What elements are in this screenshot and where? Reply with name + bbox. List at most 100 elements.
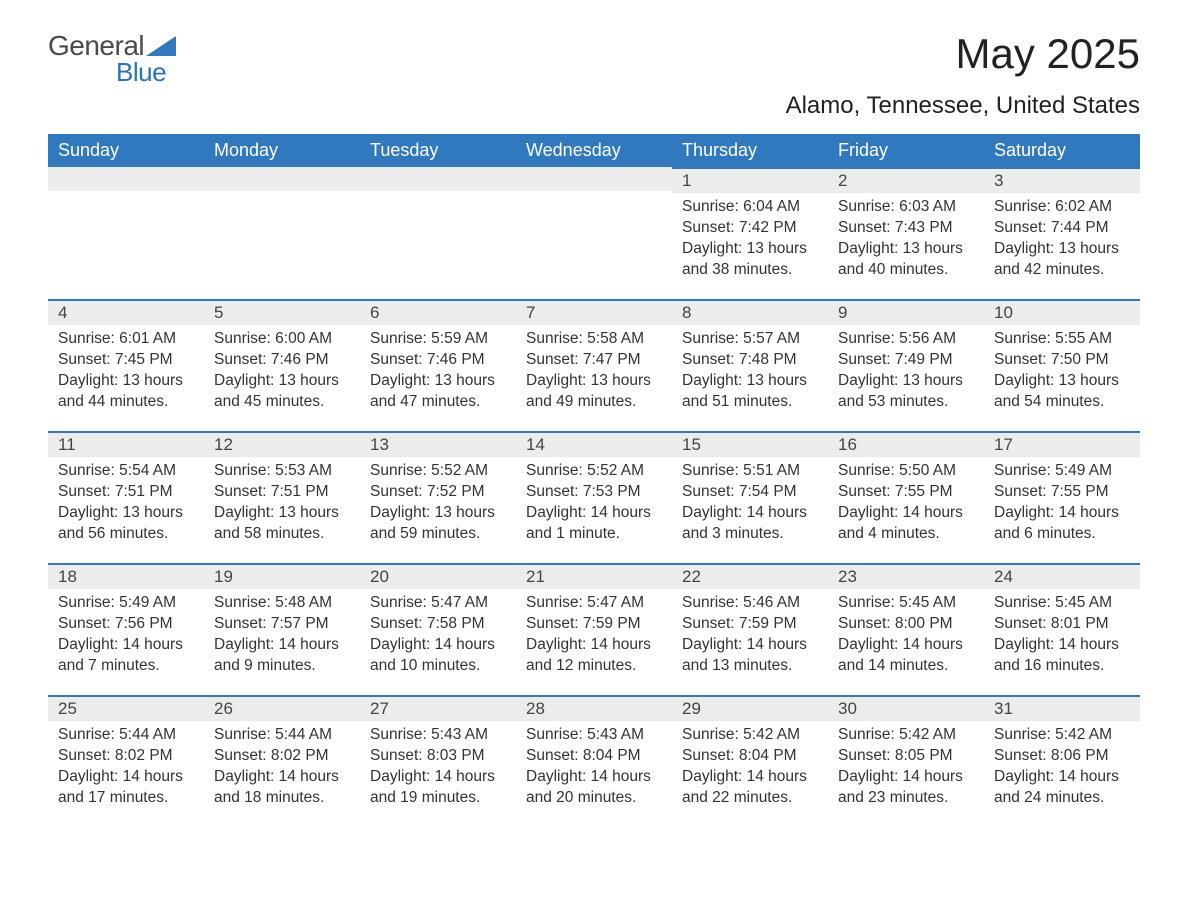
calendar-day-cell (516, 167, 672, 299)
day-detail-line: Sunset: 8:02 PM (58, 746, 194, 767)
day-detail-line: Daylight: 14 hours (370, 767, 506, 788)
calendar-day-cell: 21Sunrise: 5:47 AMSunset: 7:59 PMDayligh… (516, 563, 672, 695)
day-detail-line: Sunrise: 5:44 AM (58, 725, 194, 746)
day-detail-line: Sunset: 7:46 PM (214, 350, 350, 371)
day-detail-line: Sunset: 8:04 PM (682, 746, 818, 767)
day-detail-line: Daylight: 14 hours (526, 635, 662, 656)
calendar-week-row: 11Sunrise: 5:54 AMSunset: 7:51 PMDayligh… (48, 431, 1140, 563)
day-detail-line: Sunrise: 6:04 AM (682, 197, 818, 218)
weekday-header: Wednesday (516, 134, 672, 167)
day-details: Sunrise: 5:42 AMSunset: 8:05 PMDaylight:… (828, 721, 984, 813)
day-number: 16 (828, 431, 984, 457)
day-detail-line: Daylight: 14 hours (682, 635, 818, 656)
calendar-day-cell: 29Sunrise: 5:42 AMSunset: 8:04 PMDayligh… (672, 695, 828, 827)
day-detail-line: Sunrise: 5:54 AM (58, 461, 194, 482)
day-details: Sunrise: 5:53 AMSunset: 7:51 PMDaylight:… (204, 457, 360, 549)
day-detail-line: Daylight: 13 hours (214, 503, 350, 524)
day-details: Sunrise: 6:04 AMSunset: 7:42 PMDaylight:… (672, 193, 828, 285)
day-detail-line: Sunrise: 5:49 AM (994, 461, 1130, 482)
calendar-day-cell: 10Sunrise: 5:55 AMSunset: 7:50 PMDayligh… (984, 299, 1140, 431)
day-details: Sunrise: 6:02 AMSunset: 7:44 PMDaylight:… (984, 193, 1140, 285)
day-detail-line: Sunset: 7:57 PM (214, 614, 350, 635)
day-number: 18 (48, 563, 204, 589)
day-detail-line: Daylight: 14 hours (994, 503, 1130, 524)
day-detail-line: Sunset: 7:46 PM (370, 350, 506, 371)
day-details: Sunrise: 5:44 AMSunset: 8:02 PMDaylight:… (48, 721, 204, 813)
calendar-day-cell: 12Sunrise: 5:53 AMSunset: 7:51 PMDayligh… (204, 431, 360, 563)
day-details: Sunrise: 6:03 AMSunset: 7:43 PMDaylight:… (828, 193, 984, 285)
day-detail-line: Sunrise: 5:49 AM (58, 593, 194, 614)
day-detail-line: and 7 minutes. (58, 656, 194, 677)
empty-day-bar (204, 167, 360, 191)
day-detail-line: Sunrise: 5:42 AM (838, 725, 974, 746)
day-number: 31 (984, 695, 1140, 721)
day-detail-line: and 22 minutes. (682, 788, 818, 809)
day-detail-line: and 59 minutes. (370, 524, 506, 545)
day-detail-line: and 1 minute. (526, 524, 662, 545)
day-detail-line: Daylight: 14 hours (214, 635, 350, 656)
day-detail-line: and 10 minutes. (370, 656, 506, 677)
calendar-day-cell: 1Sunrise: 6:04 AMSunset: 7:42 PMDaylight… (672, 167, 828, 299)
weekday-header: Friday (828, 134, 984, 167)
calendar-day-cell: 22Sunrise: 5:46 AMSunset: 7:59 PMDayligh… (672, 563, 828, 695)
day-number: 21 (516, 563, 672, 589)
day-detail-line: Daylight: 13 hours (838, 239, 974, 260)
calendar-day-cell: 13Sunrise: 5:52 AMSunset: 7:52 PMDayligh… (360, 431, 516, 563)
day-number: 6 (360, 299, 516, 325)
day-detail-line: Sunrise: 5:46 AM (682, 593, 818, 614)
day-detail-line: Daylight: 13 hours (214, 371, 350, 392)
day-detail-line: Daylight: 14 hours (58, 767, 194, 788)
calendar-day-cell: 25Sunrise: 5:44 AMSunset: 8:02 PMDayligh… (48, 695, 204, 827)
day-number: 28 (516, 695, 672, 721)
calendar-day-cell: 28Sunrise: 5:43 AMSunset: 8:04 PMDayligh… (516, 695, 672, 827)
day-details: Sunrise: 5:48 AMSunset: 7:57 PMDaylight:… (204, 589, 360, 681)
calendar-day-cell: 6Sunrise: 5:59 AMSunset: 7:46 PMDaylight… (360, 299, 516, 431)
day-detail-line: and 56 minutes. (58, 524, 194, 545)
day-details: Sunrise: 5:54 AMSunset: 7:51 PMDaylight:… (48, 457, 204, 549)
calendar-day-cell: 31Sunrise: 5:42 AMSunset: 8:06 PMDayligh… (984, 695, 1140, 827)
day-number: 13 (360, 431, 516, 457)
calendar-day-cell: 4Sunrise: 6:01 AMSunset: 7:45 PMDaylight… (48, 299, 204, 431)
calendar-day-cell: 3Sunrise: 6:02 AMSunset: 7:44 PMDaylight… (984, 167, 1140, 299)
day-detail-line: Sunset: 7:45 PM (58, 350, 194, 371)
day-number: 10 (984, 299, 1140, 325)
calendar-table: Sunday Monday Tuesday Wednesday Thursday… (48, 134, 1140, 827)
day-detail-line: Sunset: 7:52 PM (370, 482, 506, 503)
day-detail-line: and 19 minutes. (370, 788, 506, 809)
day-detail-line: and 54 minutes. (994, 392, 1130, 413)
day-detail-line: Sunrise: 5:43 AM (370, 725, 506, 746)
day-number: 14 (516, 431, 672, 457)
day-detail-line: Sunset: 7:44 PM (994, 218, 1130, 239)
day-detail-line: Daylight: 13 hours (994, 239, 1130, 260)
calendar-week-row: 25Sunrise: 5:44 AMSunset: 8:02 PMDayligh… (48, 695, 1140, 827)
day-detail-line: Sunset: 7:56 PM (58, 614, 194, 635)
calendar-day-cell: 11Sunrise: 5:54 AMSunset: 7:51 PMDayligh… (48, 431, 204, 563)
day-detail-line: Sunrise: 5:50 AM (838, 461, 974, 482)
day-detail-line: Sunset: 7:59 PM (682, 614, 818, 635)
day-detail-line: and 20 minutes. (526, 788, 662, 809)
day-detail-line: Sunrise: 5:52 AM (370, 461, 506, 482)
day-detail-line: Sunrise: 5:55 AM (994, 329, 1130, 350)
day-details: Sunrise: 5:58 AMSunset: 7:47 PMDaylight:… (516, 325, 672, 417)
page-title: May 2025 (956, 30, 1140, 78)
day-detail-line: Sunrise: 6:02 AM (994, 197, 1130, 218)
calendar-day-cell: 7Sunrise: 5:58 AMSunset: 7:47 PMDaylight… (516, 299, 672, 431)
day-detail-line: Sunset: 8:02 PM (214, 746, 350, 767)
day-detail-line: and 44 minutes. (58, 392, 194, 413)
day-details: Sunrise: 5:56 AMSunset: 7:49 PMDaylight:… (828, 325, 984, 417)
day-detail-line: Sunset: 7:47 PM (526, 350, 662, 371)
day-number: 30 (828, 695, 984, 721)
day-detail-line: Sunrise: 5:57 AM (682, 329, 818, 350)
day-detail-line: Daylight: 14 hours (58, 635, 194, 656)
day-number: 17 (984, 431, 1140, 457)
day-detail-line: and 47 minutes. (370, 392, 506, 413)
day-number: 3 (984, 167, 1140, 193)
day-details: Sunrise: 5:45 AMSunset: 8:01 PMDaylight:… (984, 589, 1140, 681)
day-number: 29 (672, 695, 828, 721)
day-detail-line: Sunset: 7:54 PM (682, 482, 818, 503)
calendar-day-cell: 14Sunrise: 5:52 AMSunset: 7:53 PMDayligh… (516, 431, 672, 563)
day-detail-line: Daylight: 14 hours (214, 767, 350, 788)
day-detail-line: and 17 minutes. (58, 788, 194, 809)
calendar-day-cell: 20Sunrise: 5:47 AMSunset: 7:58 PMDayligh… (360, 563, 516, 695)
day-detail-line: and 40 minutes. (838, 260, 974, 281)
